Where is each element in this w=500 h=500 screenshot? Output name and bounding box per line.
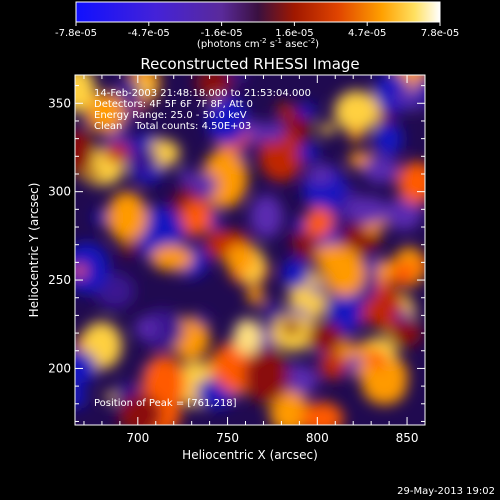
colorbar-ticks: -7.8e-05 -4.7e-05 -1.6e-05 1.6e-05 4.7e-05 7.… [55, 22, 459, 39]
heatmap-blob [281, 258, 310, 290]
annotation-detectors: Detectors: 4F 5F 6F 7F 8F, Att 0 [94, 99, 253, 110]
heatmap-blob [282, 319, 301, 336]
heatmap-blob [150, 245, 193, 271]
heatmap-blob [86, 170, 100, 181]
heatmap-blob [241, 120, 269, 146]
heatmap-blob [249, 194, 284, 239]
heatmap-blob [229, 75, 247, 84]
heatmap-blob [397, 161, 425, 205]
heatmap-blob [75, 242, 110, 294]
heatmap-blob [327, 287, 362, 336]
heatmap-blob [373, 121, 403, 157]
chart-title: Reconstructed RHESSI Image [140, 55, 359, 73]
heatmap-blob [393, 86, 415, 105]
y-tick-label: 200 [48, 361, 71, 375]
heatmap-blob [225, 243, 256, 275]
heatmap-blob [134, 317, 158, 339]
y-tick-label: 250 [48, 273, 71, 287]
heatmap-blob [324, 247, 366, 297]
heatmap-blob [208, 228, 225, 242]
heatmap-blob [181, 199, 212, 236]
peak-blob [233, 318, 262, 355]
heatmap-blob [75, 349, 98, 387]
y-tick-label: 350 [48, 96, 71, 110]
heatmap-blob [297, 102, 316, 119]
heatmap-blob [293, 216, 307, 233]
heatmap-blob [300, 401, 344, 425]
heatmap-blob [367, 256, 380, 271]
heatmap-blob [118, 393, 163, 425]
x-tick-label: 800 [306, 431, 329, 445]
annotation-clean-counts: Clean Total counts: 4.50E+03 [94, 121, 251, 132]
heatmap-blob [191, 173, 218, 198]
heatmap-blob [277, 102, 291, 118]
y-tick-label: 300 [48, 185, 71, 199]
heatmap-blob [93, 210, 111, 225]
heatmap-blob [104, 142, 130, 163]
heatmap-blob [244, 349, 290, 404]
colorbar-tick-label: 4.7e-05 [348, 28, 386, 39]
x-tick-label: 750 [216, 431, 239, 445]
heatmap-image [75, 75, 425, 425]
y-axis-ticks: 200 250 300 350 [48, 85, 425, 422]
heatmap-blob [195, 75, 233, 97]
annotation-energy-range: Energy Range: 25.0 - 50.0 keV [94, 110, 247, 121]
heatmap-blob [391, 260, 416, 287]
heatmap-blob [75, 128, 95, 176]
heatmap-blob [307, 322, 344, 353]
annotation-time-range: 14-Feb-2003 21:48:18.000 to 21:53:04.000 [94, 88, 311, 99]
colorbar-tick-label: 7.8e-05 [421, 28, 459, 39]
heatmap-blob [178, 168, 194, 185]
heatmap-blob [334, 90, 380, 133]
colorbar [75, 1, 441, 23]
heatmap-blob [344, 196, 390, 225]
heatmap-blob [194, 313, 210, 327]
heatmap-blob [415, 259, 425, 270]
heatmap-blob [304, 207, 334, 238]
heatmap-blob [262, 301, 284, 325]
heatmap-blob [265, 120, 285, 143]
heatmap-blob [385, 197, 423, 231]
y-axis-label: Heliocentric Y (arcsec) [27, 183, 41, 318]
footer-timestamp: 29-May-2013 19:02 [397, 486, 495, 497]
heatmap-blob [348, 354, 363, 370]
x-axis-label: Heliocentric X (arcsec) [182, 448, 318, 462]
heatmap-blob [206, 95, 249, 146]
heatmap-blob [297, 143, 320, 162]
heatmap-blob [247, 285, 264, 305]
x-tick-label: 850 [396, 431, 419, 445]
heatmap-blob [311, 282, 324, 296]
heatmap-blob [106, 191, 148, 243]
heatmap-blob [415, 77, 425, 99]
heatmap-blob [319, 352, 347, 380]
heatmap-blob [75, 265, 87, 277]
heatmap-blob [269, 391, 310, 425]
heatmap-blob [287, 331, 300, 348]
heatmap-blob [306, 163, 335, 185]
heatmap-blob [348, 128, 364, 142]
peak-position-label: Position of Peak = [761,218] [94, 398, 237, 409]
heatmap-blob [368, 350, 388, 369]
colorbar-tick-label: -7.8e-05 [55, 28, 97, 39]
heatmap-blob [136, 80, 155, 93]
colorbar-tick-label: -4.7e-05 [128, 28, 170, 39]
heatmap-blob [389, 318, 422, 347]
x-axis-ticks: 700 750 800 850 [83, 75, 426, 445]
heatmap-blob [318, 123, 336, 135]
heatmap-blob [119, 243, 139, 255]
colorbar-tick-label: 1.6e-05 [275, 28, 313, 39]
plot-frame [74, 74, 426, 426]
heatmap-blob [362, 155, 400, 184]
heatmap-blob [373, 259, 398, 282]
colorbar-unit-label: (photons cm-2 s-1 asec-2) [197, 37, 319, 50]
observation-annotations: 14-Feb-2003 21:48:18.000 to 21:53:04.000… [94, 88, 311, 132]
x-tick-label: 700 [126, 431, 149, 445]
heatmap-blob [97, 104, 111, 115]
colorbar-tick-label: -1.6e-05 [201, 28, 243, 39]
heatmap-blob [258, 130, 304, 182]
heatmap-blob [236, 146, 251, 163]
heatmap-blob [75, 385, 87, 409]
heatmap-blob [130, 144, 159, 175]
